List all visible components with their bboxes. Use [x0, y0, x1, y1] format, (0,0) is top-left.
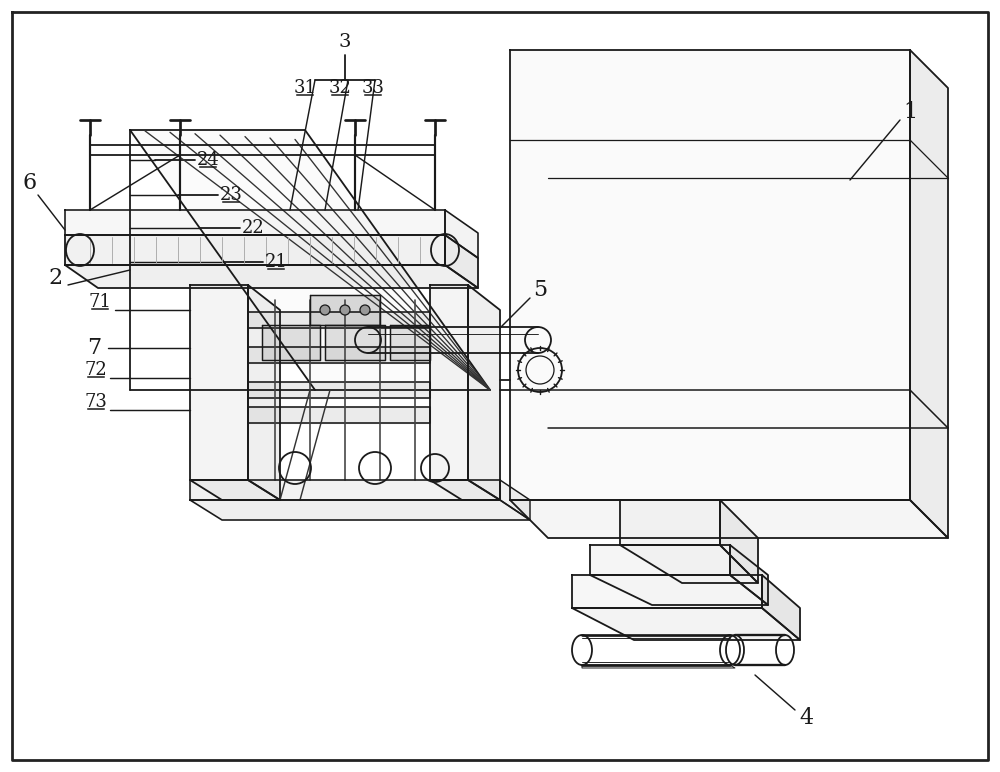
Text: 24: 24 [197, 151, 219, 169]
Text: 5: 5 [533, 279, 547, 301]
Polygon shape [762, 575, 800, 640]
Text: 1: 1 [903, 101, 917, 123]
Polygon shape [572, 575, 762, 608]
Polygon shape [248, 347, 430, 363]
Polygon shape [430, 480, 500, 500]
Polygon shape [910, 50, 948, 538]
Text: 31: 31 [294, 79, 316, 97]
Text: 71: 71 [89, 293, 111, 311]
Polygon shape [248, 382, 430, 398]
Text: 6: 6 [23, 172, 37, 194]
Polygon shape [620, 545, 758, 583]
Text: 73: 73 [85, 393, 107, 411]
Polygon shape [445, 235, 478, 288]
Polygon shape [510, 500, 948, 538]
Polygon shape [730, 545, 768, 605]
Text: 23: 23 [220, 186, 242, 204]
Polygon shape [500, 480, 530, 520]
Polygon shape [248, 312, 430, 328]
Ellipse shape [340, 305, 350, 315]
Polygon shape [620, 500, 720, 545]
Text: 72: 72 [85, 361, 107, 379]
Polygon shape [65, 235, 445, 265]
Polygon shape [590, 575, 768, 605]
Polygon shape [65, 265, 478, 288]
Polygon shape [572, 608, 800, 640]
Text: 3: 3 [339, 33, 351, 51]
Polygon shape [248, 285, 280, 500]
Polygon shape [248, 407, 430, 423]
Polygon shape [262, 325, 320, 360]
Polygon shape [190, 500, 530, 520]
Text: 2: 2 [48, 267, 62, 289]
Polygon shape [510, 50, 910, 500]
Polygon shape [190, 285, 248, 480]
Text: 32: 32 [329, 79, 351, 97]
Polygon shape [590, 545, 730, 575]
Text: 7: 7 [87, 337, 101, 359]
Polygon shape [390, 325, 430, 360]
Polygon shape [130, 130, 490, 390]
Polygon shape [445, 210, 478, 258]
Text: 21: 21 [265, 253, 287, 271]
Polygon shape [190, 480, 280, 500]
Ellipse shape [320, 305, 330, 315]
Polygon shape [325, 325, 385, 360]
Polygon shape [310, 295, 380, 325]
Text: 33: 33 [362, 79, 384, 97]
Polygon shape [720, 500, 758, 583]
Polygon shape [65, 210, 445, 235]
Polygon shape [190, 480, 500, 500]
Ellipse shape [360, 305, 370, 315]
Text: 4: 4 [799, 707, 813, 729]
Text: 22: 22 [242, 219, 264, 237]
Polygon shape [468, 285, 500, 500]
Polygon shape [430, 285, 468, 480]
Polygon shape [582, 665, 735, 668]
